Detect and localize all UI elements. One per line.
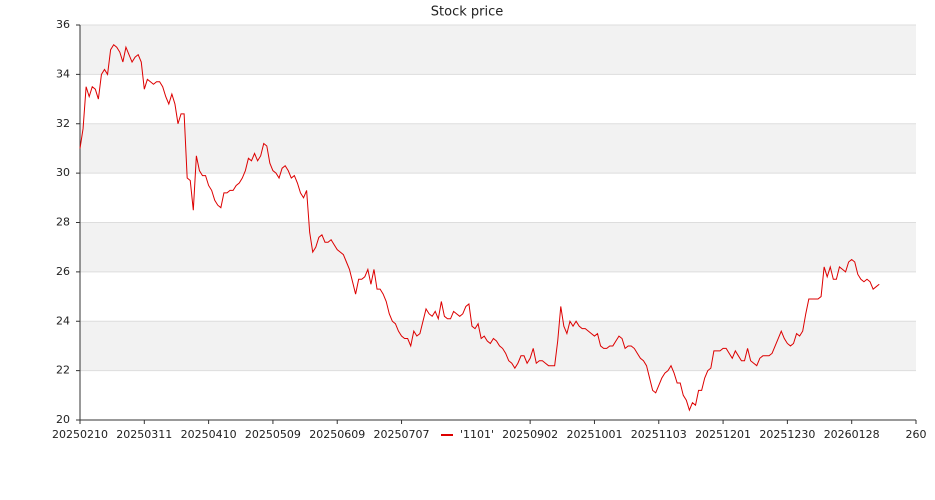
y-tick-label: 26: [56, 265, 70, 278]
x-tick-label: 20250609: [309, 428, 365, 441]
legend: '1101': [436, 426, 500, 444]
y-tick-label: 32: [56, 117, 70, 130]
y-tick-label: 22: [56, 364, 70, 377]
legend-box: [436, 426, 500, 444]
plot-band: [80, 370, 916, 420]
plot-band: [80, 321, 916, 371]
plot-band: [80, 123, 916, 174]
x-tick-label: 20250210: [52, 428, 108, 441]
x-tick-label: 20250902: [502, 428, 558, 441]
plot-band: [80, 173, 916, 223]
x-tick-label: 20251230: [759, 428, 815, 441]
y-tick-label: 20: [56, 413, 70, 426]
y-tick-label: 30: [56, 166, 70, 179]
x-tick-label: 260: [906, 428, 927, 441]
x-tick-label: 20251201: [695, 428, 751, 441]
y-tick-label: 36: [56, 18, 70, 31]
x-tick-label: 20260128: [824, 428, 880, 441]
plot-band: [80, 271, 916, 322]
plot-band: [80, 74, 916, 124]
chart-title: Stock price: [431, 5, 503, 20]
y-tick-label: 28: [56, 216, 70, 229]
series-line: [79, 44, 880, 412]
plot-band: [80, 222, 916, 272]
y-tick-label: 24: [56, 314, 70, 327]
x-tick-label: 20250410: [181, 428, 237, 441]
x-tick-label: 20251103: [631, 428, 687, 441]
x-tick-label: 20250509: [245, 428, 301, 441]
x-tick-label: 20250707: [374, 428, 430, 441]
y-tick-label: 34: [56, 67, 70, 80]
plot-band: [80, 25, 916, 75]
legend-label: '1101': [460, 428, 494, 441]
x-tick-label: 20250311: [116, 428, 172, 441]
x-tick-label: 20251001: [566, 428, 622, 441]
